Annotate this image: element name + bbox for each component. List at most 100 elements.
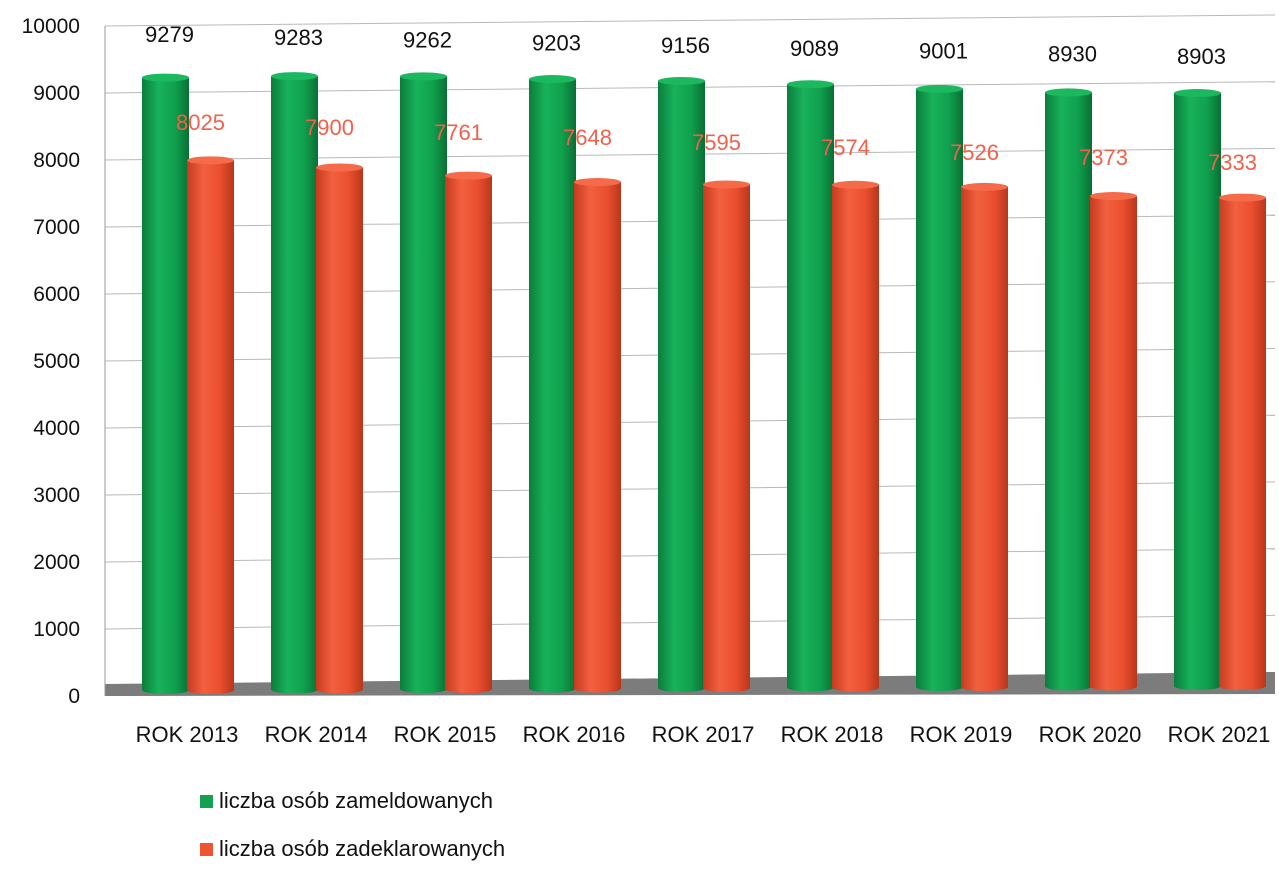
- bar-base: [1174, 682, 1221, 690]
- y-tick-label: 0: [68, 685, 80, 708]
- bar-top-zadeklarowanych: [703, 180, 750, 189]
- y-tick-label: 6000: [33, 283, 80, 306]
- data-label-zameldowanych: 8930: [1048, 41, 1097, 66]
- bar-zadeklarowanych: [961, 186, 1008, 688]
- bar-top-zadeklarowanych: [445, 171, 492, 180]
- y-tick-label: 10000: [22, 15, 80, 38]
- bar-top-zadeklarowanych: [961, 182, 1008, 191]
- bar-top-zadeklarowanych: [1090, 192, 1137, 201]
- legend: liczba osób zameldowanych liczba osób za…: [200, 788, 505, 884]
- bar-top-zameldowanych: [400, 72, 447, 81]
- bar-base: [574, 684, 621, 693]
- bar-base: [445, 685, 492, 693]
- bar-top-zadeklarowanych: [832, 180, 879, 189]
- y-tick-label: 4000: [33, 417, 80, 440]
- bar-top-zameldowanych: [787, 80, 834, 89]
- y-tick-label: 2000: [33, 551, 80, 574]
- x-tick-label: ROK 2014: [265, 722, 368, 747]
- bar-zadeklarowanych: [316, 167, 363, 690]
- gridline: [104, 14, 1276, 27]
- legend-label-zameldowanych: liczba osób zameldowanych: [219, 788, 493, 813]
- bar-zadeklarowanych: [574, 182, 621, 689]
- data-label-zameldowanych: 9156: [661, 33, 710, 58]
- bar-base: [316, 685, 363, 694]
- x-axis: ROK 2013 ROK 2014 ROK 2015 ROK 2016 ROK 2017…: [136, 722, 1271, 747]
- data-label-zadeklarowanych: 7761: [434, 120, 483, 145]
- bars: [142, 72, 1266, 694]
- bar-base: [787, 683, 834, 692]
- bar-top-zameldowanych: [271, 72, 318, 81]
- y-tick-label: 5000: [33, 350, 80, 373]
- bar-zadeklarowanych: [1219, 197, 1266, 686]
- bar-top-zameldowanych: [142, 73, 189, 82]
- bar-zadeklarowanych: [445, 175, 492, 689]
- data-labels: 9279 8025 9283 7900 9262 7761 9203 7648 9156 7595…: [145, 22, 1257, 175]
- bar-zadeklarowanych: [187, 160, 234, 691]
- bar-zameldowanych: [142, 77, 189, 690]
- bar-base: [658, 684, 705, 692]
- data-label-zadeklarowanych: 7595: [692, 130, 741, 155]
- legend-label-zadeklarowanych: liczba osób zadeklarowanych: [219, 836, 506, 861]
- bar-chart: 0 1000 2000 3000 4000 5000 6000 7000 8000 9000 100…: [22, 14, 1276, 747]
- legend-item-zadeklarowanych: liczba osób zadeklarowanych: [200, 836, 505, 862]
- y-axis: 0 1000 2000 3000 4000 5000 6000 7000 8000 9000 100…: [22, 15, 106, 708]
- bar-zadeklarowanych: [832, 184, 879, 688]
- legend-item-zameldowanych: liczba osób zameldowanych: [200, 788, 505, 814]
- bar-base: [529, 684, 576, 693]
- data-label-zadeklarowanych: 7333: [1208, 150, 1257, 175]
- x-tick-label: ROK 2017: [652, 722, 755, 747]
- bar-top-zadeklarowanych: [1219, 193, 1266, 202]
- bar-top-zameldowanych: [658, 76, 705, 85]
- bar-top-zameldowanych: [916, 84, 963, 93]
- bar-top-zadeklarowanych: [574, 178, 621, 187]
- bar-top-zameldowanych: [529, 75, 576, 84]
- data-label-zameldowanych: 9089: [790, 36, 839, 61]
- data-label-zameldowanych: 9279: [145, 22, 194, 47]
- bar-base: [1090, 682, 1137, 691]
- x-tick-label: ROK 2021: [1168, 722, 1271, 747]
- bar-zameldowanych: [787, 84, 834, 688]
- x-tick-label: ROK 2015: [394, 722, 497, 747]
- x-tick-label: ROK 2016: [523, 722, 626, 747]
- data-label-zadeklarowanych: 7648: [563, 125, 612, 150]
- bar-base: [916, 683, 963, 691]
- bar-zadeklarowanych: [703, 184, 750, 688]
- y-tick-label: 3000: [33, 484, 80, 507]
- x-tick-label: ROK 2019: [910, 722, 1013, 747]
- bar-zadeklarowanych: [1090, 196, 1137, 687]
- bar-top-zameldowanych: [1174, 89, 1221, 98]
- bar-zameldowanych: [271, 76, 318, 690]
- y-tick-label: 8000: [33, 149, 80, 172]
- bar-top-zameldowanych: [1045, 88, 1092, 97]
- bar-top-zadeklarowanych: [316, 163, 363, 172]
- data-label-zadeklarowanych: 7574: [821, 135, 870, 160]
- bar-top-zadeklarowanych: [187, 156, 234, 165]
- data-label-zadeklarowanych: 7373: [1079, 145, 1128, 170]
- data-label-zameldowanych: 8903: [1177, 44, 1226, 69]
- bar-base: [703, 684, 750, 692]
- bar-base: [271, 685, 318, 694]
- bar-base: [400, 685, 447, 693]
- data-label-zameldowanych: 9203: [532, 30, 581, 55]
- bar-zameldowanych: [1174, 93, 1221, 687]
- y-tick-label: 1000: [33, 618, 80, 641]
- bar-base: [1219, 682, 1266, 690]
- y-tick-label: 9000: [33, 82, 80, 105]
- data-label-zadeklarowanych: 7900: [305, 115, 354, 140]
- bar-zameldowanych: [658, 80, 705, 688]
- bar-base: [1045, 682, 1092, 691]
- data-label-zameldowanych: 9001: [919, 39, 968, 64]
- bar-base: [187, 686, 234, 694]
- data-label-zameldowanych: 9262: [403, 28, 452, 53]
- bar-base: [142, 686, 189, 694]
- x-tick-label: ROK 2018: [781, 722, 884, 747]
- bar-base: [832, 683, 879, 692]
- legend-swatch-red: [200, 842, 213, 856]
- bar-zameldowanych: [916, 88, 963, 688]
- x-tick-label: ROK 2013: [136, 722, 239, 747]
- y-tick-label: 7000: [33, 216, 80, 239]
- bar-zameldowanych: [529, 79, 576, 689]
- bar-zameldowanych: [400, 76, 447, 689]
- bar-zameldowanych: [1045, 92, 1092, 687]
- data-label-zadeklarowanych: 7526: [950, 140, 999, 165]
